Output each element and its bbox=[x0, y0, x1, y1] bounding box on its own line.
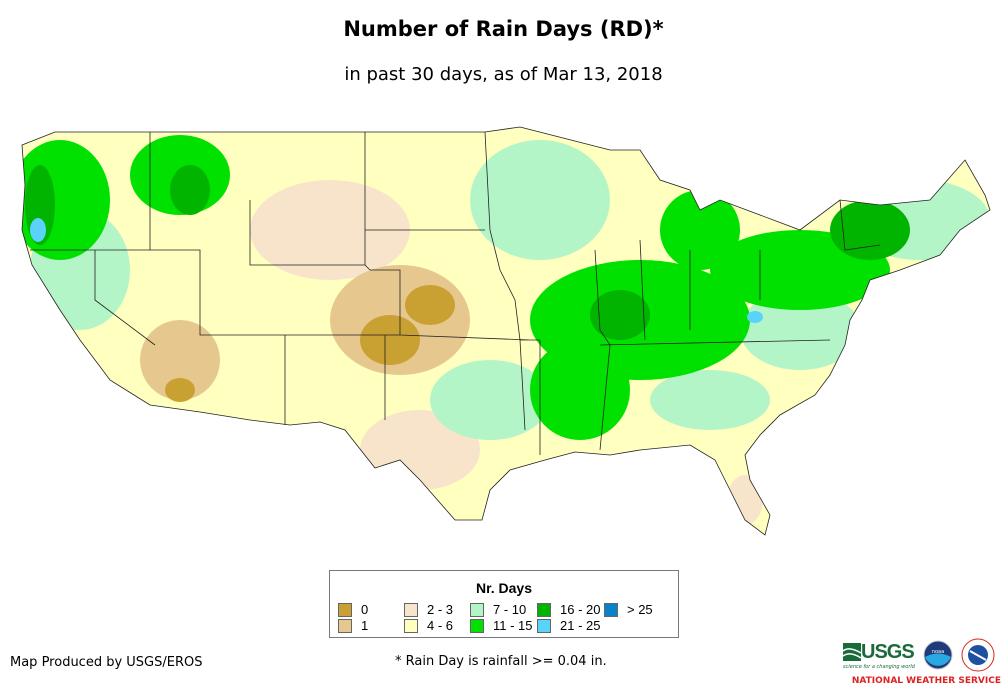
legend-item-7-10: 7 - 10 bbox=[470, 602, 526, 617]
legend-label: 4 - 6 bbox=[427, 618, 454, 633]
legend-swatch bbox=[537, 602, 551, 617]
legend-label: 16 - 20 bbox=[560, 602, 601, 617]
legend-swatch bbox=[604, 602, 618, 617]
legend-item-0: 0 bbox=[338, 602, 368, 617]
legend-swatch bbox=[404, 618, 418, 633]
agency-logos: USGS science for a changing world noaa bbox=[843, 638, 995, 672]
state-boundaries bbox=[21, 126, 991, 536]
legend-label: 1 bbox=[361, 618, 369, 633]
legend-item-4-6: 4 - 6 bbox=[404, 618, 453, 633]
usgs-wave-icon bbox=[843, 643, 861, 661]
usgs-logo: USGS science for a changing world bbox=[843, 641, 915, 670]
legend-swatch bbox=[470, 618, 484, 633]
legend-item-1: 1 bbox=[338, 618, 368, 633]
map-fill bbox=[22, 127, 990, 535]
legend-swatch bbox=[537, 618, 551, 633]
usgs-logo-text: USGS bbox=[861, 640, 915, 663]
map-subtitle: in past 30 days, as of Mar 13, 2018 bbox=[344, 64, 663, 85]
legend-title: Nr. Days bbox=[475, 580, 533, 596]
svg-text:noaa: noaa bbox=[932, 649, 944, 655]
legend-label: > 25 bbox=[627, 602, 653, 617]
legend-swatch bbox=[470, 602, 484, 617]
noaa-logo-icon: noaa bbox=[923, 640, 953, 670]
legend-item-over-25: > 25 bbox=[604, 602, 653, 617]
legend-item-11-15: 11 - 15 bbox=[470, 618, 533, 633]
legend-item-16-20: 16 - 20 bbox=[537, 602, 600, 617]
legend-label: 0 bbox=[361, 602, 369, 617]
footnote: * Rain Day is rainfall >= 0.04 in. bbox=[395, 654, 607, 669]
legend-label: 11 - 15 bbox=[493, 618, 533, 633]
legend-item-21-25: 21 - 25 bbox=[537, 618, 600, 633]
legend-swatch bbox=[404, 602, 418, 617]
nws-logo-icon bbox=[961, 638, 995, 672]
legend-label: 21 - 25 bbox=[560, 618, 601, 633]
legend-item-2-3: 2 - 3 bbox=[404, 602, 453, 617]
us-rain-days-map bbox=[21, 126, 991, 536]
map-title: Number of Rain Days (RD)* bbox=[343, 17, 664, 41]
nws-logo-text: NATIONAL WEATHER SERVICE bbox=[851, 676, 1001, 686]
legend-swatch bbox=[338, 602, 352, 617]
legend-swatch bbox=[338, 618, 352, 633]
legend-label: 2 - 3 bbox=[427, 602, 454, 617]
legend: Nr. Days 0 1 2 - 3 4 - 6 7 - 10 11 - 15 … bbox=[329, 570, 679, 638]
credit-text: Map Produced by USGS/EROS bbox=[10, 655, 203, 670]
usgs-tagline: science for a changing world bbox=[843, 663, 915, 670]
legend-label: 7 - 10 bbox=[493, 602, 527, 617]
